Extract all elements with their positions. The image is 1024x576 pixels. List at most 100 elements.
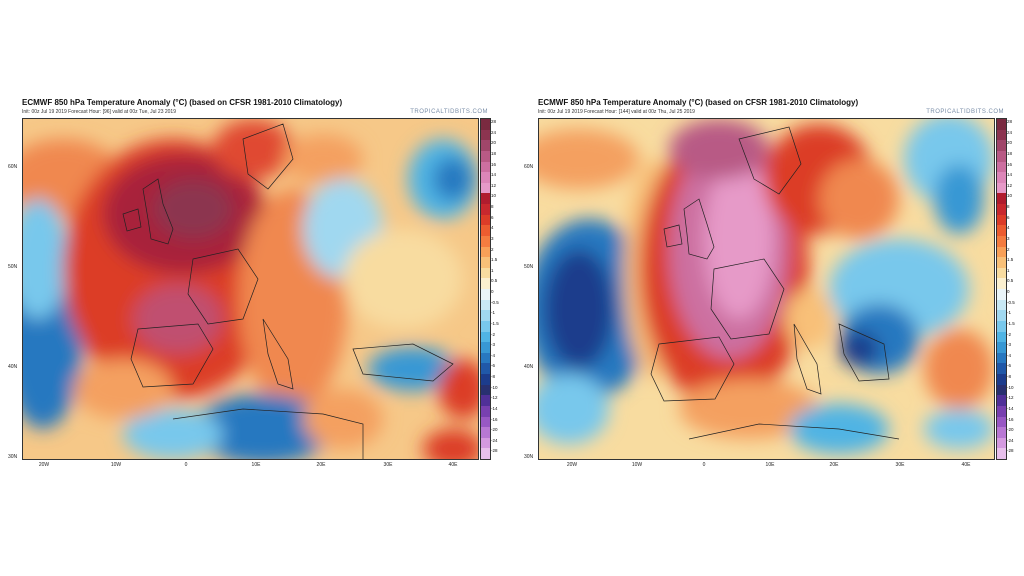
colorbar-segment [997,427,1006,438]
colorbar-tick-label: -12 [1007,395,1014,401]
colorbar-segment [481,214,490,226]
colorbar-tick-label: 16 [1007,161,1013,167]
colorbar-tick-label: -3 [1007,342,1012,348]
colorbar-tick-label: -24 [491,437,498,443]
colorbar-segment [997,395,1006,406]
colorbar-segment [481,129,490,141]
colorbar-segment [481,257,490,268]
colorbar-tick-label: 28 [491,119,497,124]
lon-label: 40E [448,462,458,468]
colorbar [996,118,1007,460]
colorbar-tick-label: -1 [1007,310,1012,316]
colorbar-segment [481,225,490,236]
colorbar-segment [481,289,490,300]
colorbar-segment [997,299,1006,311]
colorbar-segment [997,310,1006,321]
colorbar-segment [481,267,490,279]
lat-label: 30N [8,454,18,460]
colorbar-tick-label: 1.5 [1007,257,1014,263]
colorbar-tick-label: -1 [491,310,496,316]
colorbar-segment [997,289,1006,300]
colorbar-segment [481,331,490,343]
colorbar-tick-label: -1.5 [1007,320,1015,326]
colorbar-segment [997,374,1006,385]
colorbar-segment [481,384,490,396]
colorbar-segment [481,427,490,438]
colorbar-tick-label: 0.5 [491,278,498,284]
colorbar-tick-label: 12 [1007,182,1013,188]
colorbar-segment [481,193,490,204]
colorbar-tick-label: 1 [1007,267,1010,273]
brand-watermark: TROPICALTIDBITS.COM [926,109,1004,115]
colorbar-segment [481,342,490,353]
colorbar-tick-label: 20 [1007,140,1013,146]
lon-label: 10E [251,462,261,468]
colorbar-tick-label: -0.5 [1007,299,1015,305]
colorbar-segment [481,299,490,311]
colorbar-tick-label: 18 [1007,150,1013,156]
lat-label: 30N [524,454,534,460]
colorbar-segment [997,119,1006,130]
colorbar-tick-label: 4 [491,225,494,231]
colorbar-tick-label: 14 [491,172,497,178]
colorbar-tick-label: -14 [1007,405,1014,411]
colorbar-tick-label: 2 [491,246,494,252]
colorbar-segment [481,182,490,194]
colorbar-tick-label: 20 [491,140,497,146]
lon-label: 20E [829,462,839,468]
lon-label: 30E [895,462,905,468]
colorbar-segment [997,363,1006,374]
colorbar-tick-label: -20 [491,427,498,433]
colorbar-tick-label: 28 [1007,119,1013,124]
colorbar-tick-label: 6 [491,214,494,220]
colorbar-tick-label: -6 [1007,363,1012,369]
colorbar-tick-label: 3 [491,235,494,241]
lat-label: 40N [524,364,534,370]
colorbar-segment [481,374,490,385]
colorbar-segment [481,352,490,364]
colorbar-tick-label: 3 [1007,235,1010,241]
colorbar-segment [997,246,1006,258]
colorbar-tick-label: 10 [491,193,497,199]
colorbar-segment [997,320,1006,332]
colorbar-tick-label: -8 [1007,374,1012,379]
lon-label: 40E [961,462,971,468]
colorbar-segment [997,448,1006,459]
colorbar-segment [997,204,1006,215]
colorbar-segment [481,416,490,428]
colorbar-tick-label: 24 [1007,129,1013,135]
colorbar-segment [481,405,490,417]
colorbar-tick-label: -0.5 [491,299,499,305]
colorbar-tick-label: 18 [491,150,497,156]
colorbar-segment [997,235,1006,247]
colorbar-segment [481,119,490,130]
colorbar-tick-label: 16 [491,161,497,167]
colorbar-segment [481,204,490,215]
lon-label: 10W [110,462,122,468]
lat-label: 60N [8,164,18,170]
lon-label: 20W [38,462,50,468]
colorbar-tick-label: -2 [1007,331,1012,337]
colorbar-tick-label: -8 [491,374,496,379]
colorbar-segment [997,342,1006,353]
colorbar-segment [997,140,1006,151]
lon-label: 10W [631,462,643,468]
colorbar-tick-label: 8 [491,204,494,209]
colorbar-tick-label: -2 [491,331,496,337]
colorbar-segment [481,150,490,162]
colorbar-segment [481,448,490,459]
colorbar-tick-label: -16 [1007,416,1014,422]
lon-label: 30E [383,462,393,468]
colorbar-segment [481,161,490,173]
colorbar-segment [481,278,490,289]
colorbar-tick-label: -10 [491,384,498,390]
colorbar-segment [997,437,1006,449]
colorbar-segment [481,310,490,321]
colorbar-tick-label: 0.5 [1007,278,1014,284]
colorbar-tick-label: -10 [1007,384,1014,390]
anomaly-map-panel-right: ECMWF 850 hPa Temperature Anomaly (°C) (… [524,98,1018,470]
colorbar-tick-label: -6 [491,363,496,369]
colorbar-segment [481,172,490,183]
colorbar-segment [481,320,490,332]
colorbar-segment [481,437,490,449]
